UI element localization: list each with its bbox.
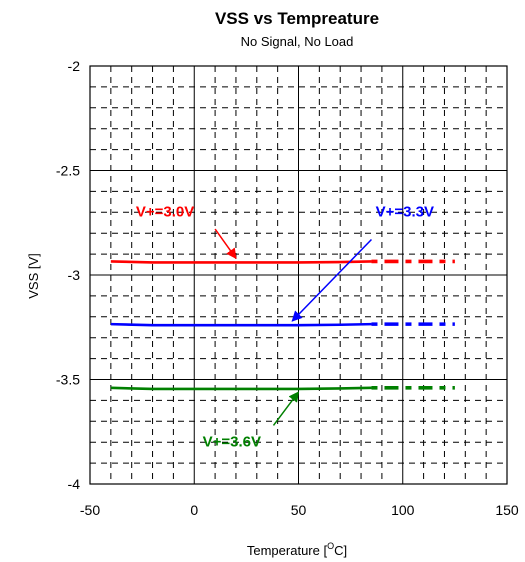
x-axis-label-text: Temperature — [247, 543, 320, 558]
series-label: V+=3.6V — [203, 433, 261, 450]
series-label: V+=3.0V — [136, 203, 194, 220]
series-line — [110, 260, 372, 264]
x-axis-label: Temperature [OC] — [247, 541, 347, 558]
chart-subtitle: No Signal, No Load — [241, 34, 354, 49]
x-tick-label: 50 — [291, 502, 307, 518]
annotation-arrow — [214, 228, 237, 260]
y-tick-label: -3 — [68, 267, 81, 283]
chart-title: VSS vs Tempreature — [215, 9, 379, 28]
y-tick-label: -3.5 — [56, 372, 80, 388]
x-tick-label: 150 — [495, 502, 519, 518]
x-tick-label: -50 — [80, 502, 100, 518]
series-label: V+=3.3V — [376, 203, 434, 220]
annotation-arrow — [272, 391, 300, 426]
x-axis-unit: C — [334, 543, 343, 558]
plot-area: -50 0 50 100 150 -2 -2.5 -3 -3.5 -4 V+=3.0V V+=3.3V… — [56, 58, 519, 518]
series-line — [110, 386, 372, 391]
y-axis-label: VSS [V] — [26, 253, 41, 299]
x-tick-label: 0 — [190, 502, 198, 518]
y-tick-label: -2 — [68, 58, 81, 74]
y-tick-label: -2.5 — [56, 163, 80, 179]
y-tick-label: -4 — [68, 476, 81, 492]
plot-frame — [89, 65, 508, 485]
x-axis-unit-degree: O — [327, 541, 334, 551]
annotation-arrow — [291, 238, 373, 322]
x-tick-label: 100 — [391, 502, 415, 518]
series-line — [110, 322, 372, 327]
